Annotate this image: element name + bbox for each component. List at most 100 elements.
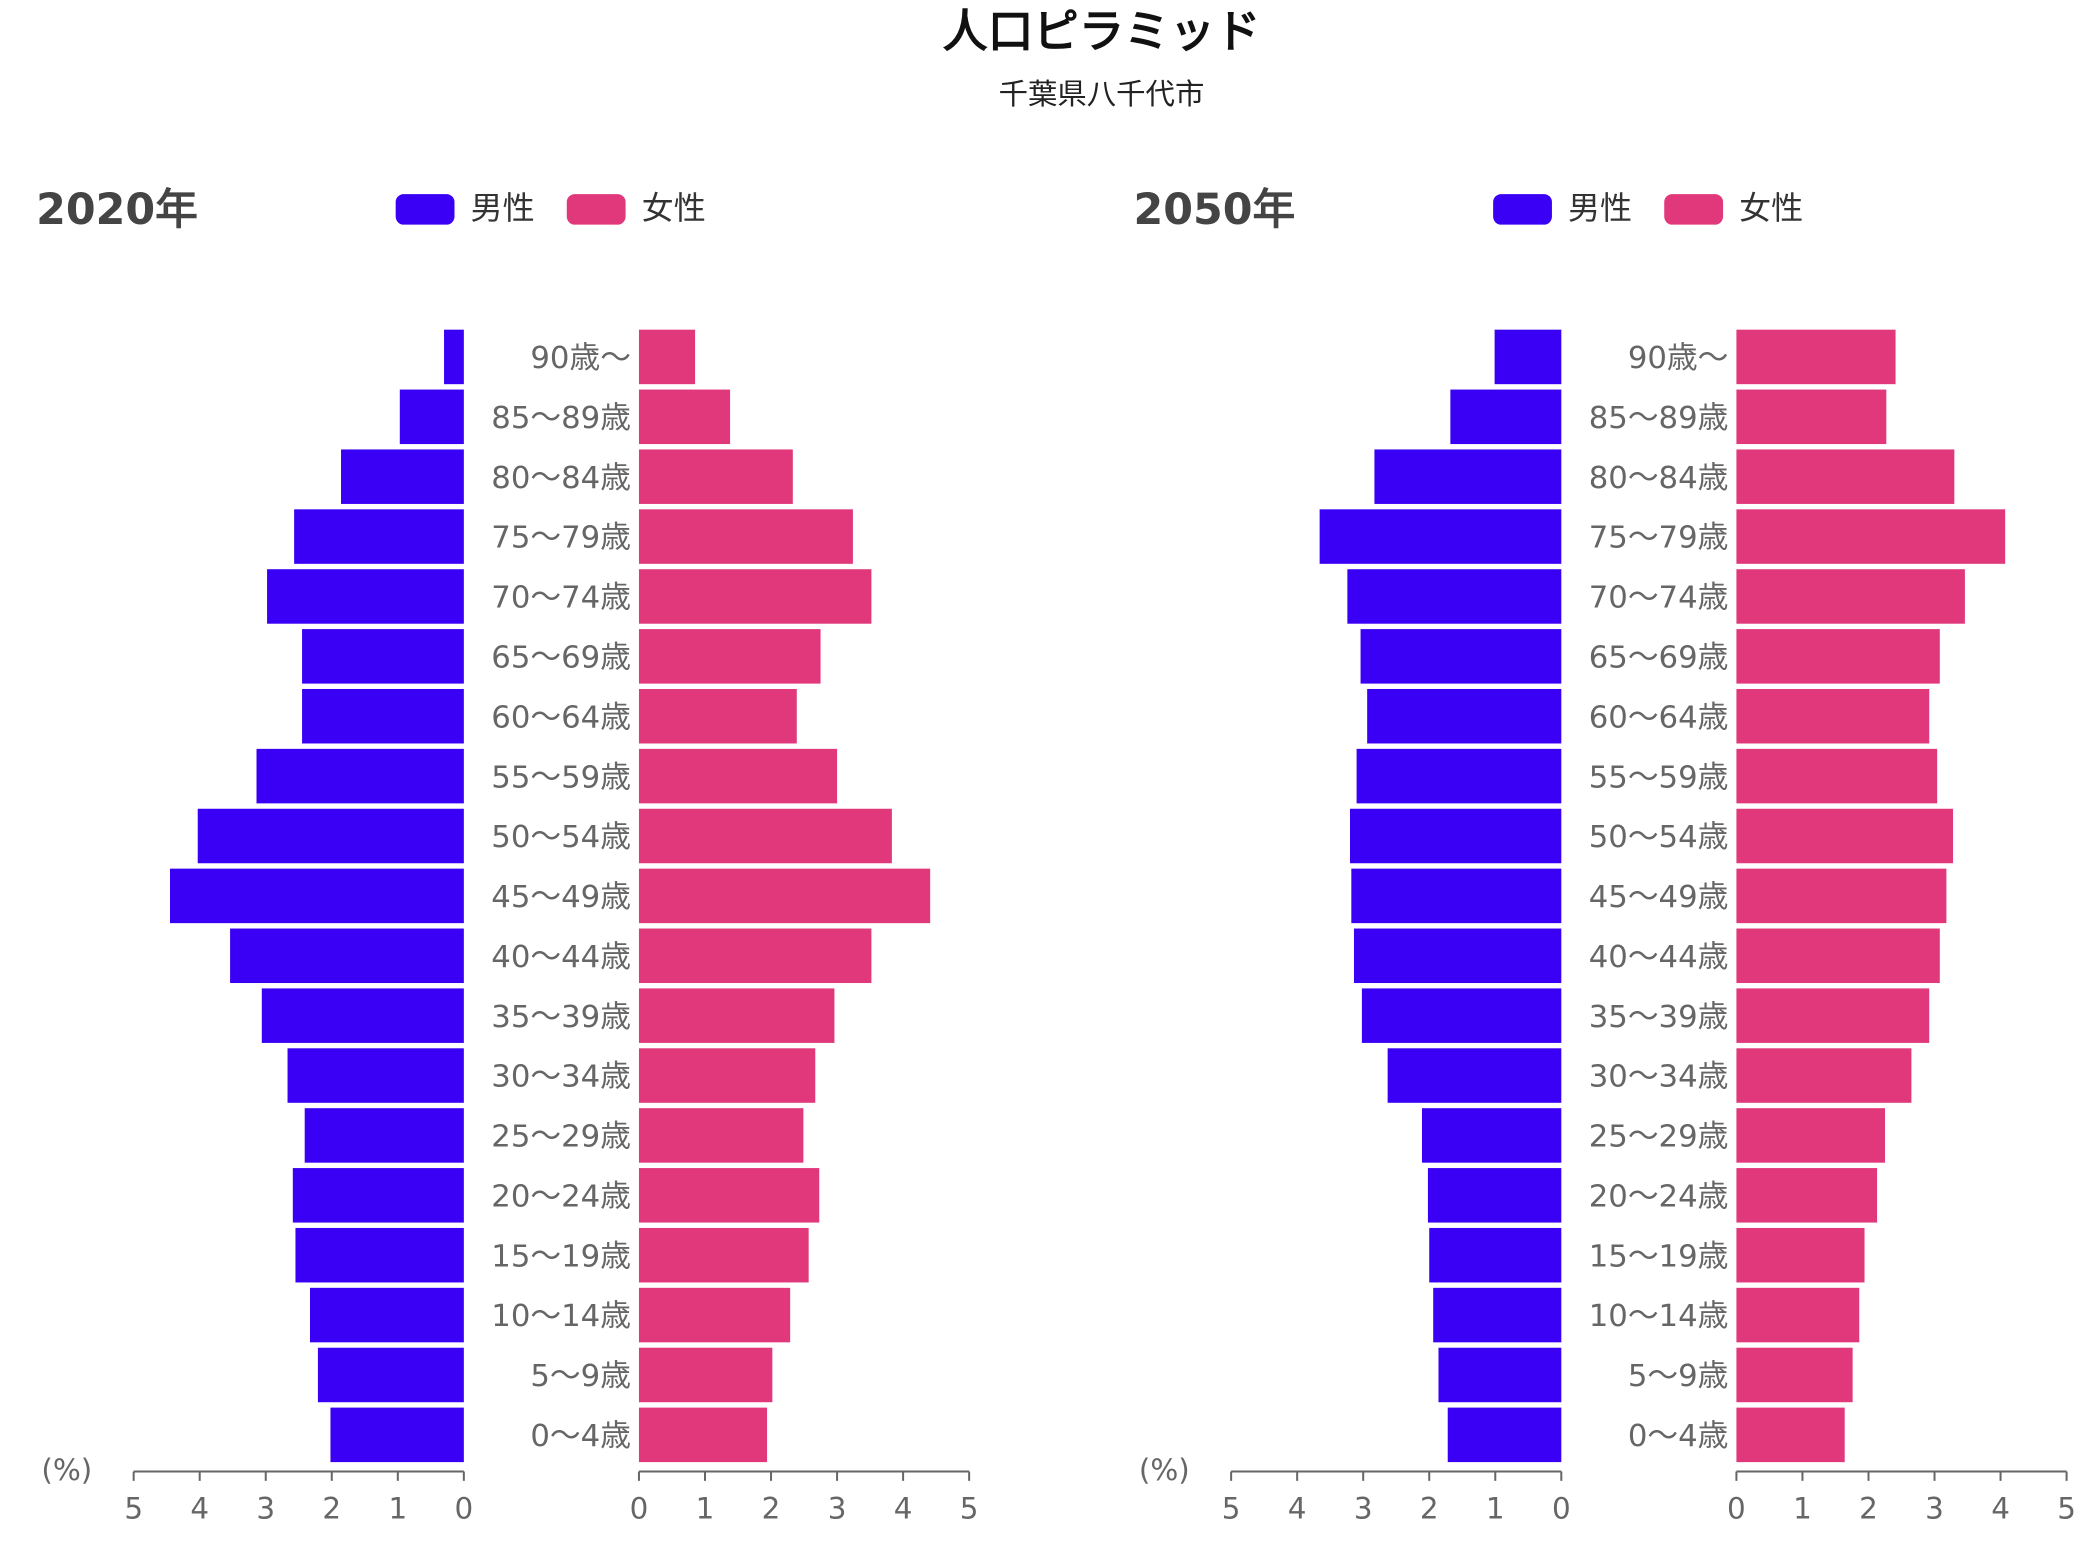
category-label: 15〜19歳: [1589, 1239, 1729, 1274]
category-label: 90歳〜: [530, 341, 631, 376]
legend-label: 女性: [1739, 189, 1803, 227]
chart-title: 2050年: [1134, 185, 1296, 235]
category-label: 35〜39歳: [491, 1000, 631, 1035]
bar: [638, 569, 872, 624]
bar: [638, 1048, 816, 1103]
category-label: 80〜84歳: [1589, 461, 1729, 496]
category-label: 0〜4歳: [530, 1419, 631, 1454]
x-tick-label-male: 1: [388, 1492, 407, 1526]
page-title: 人口ピラミッド: [942, 5, 1260, 58]
legend-swatch: [1493, 194, 1552, 225]
bar: [1361, 988, 1562, 1043]
bar: [638, 1407, 768, 1463]
x-tick-label-female: 4: [894, 1492, 913, 1526]
bar: [1429, 1227, 1562, 1283]
bar: [638, 1287, 791, 1343]
bar: [292, 1168, 464, 1223]
x-tick-label-female: 3: [828, 1492, 847, 1526]
bar: [1349, 808, 1562, 864]
bar: [638, 629, 821, 684]
bar: [309, 1287, 464, 1343]
axis-unit: (%): [41, 1453, 92, 1487]
bar: [197, 808, 464, 864]
x-tick-label-male: 4: [190, 1492, 209, 1526]
bar: [1736, 1287, 1860, 1343]
bar: [1736, 389, 1887, 445]
bar: [638, 449, 793, 504]
bar: [638, 329, 696, 385]
bar: [302, 688, 464, 744]
bar: [1374, 449, 1562, 504]
bar: [1736, 1108, 1885, 1163]
bar: [638, 1168, 820, 1223]
bar: [330, 1407, 464, 1463]
x-tick-label-male: 2: [322, 1492, 341, 1526]
bar: [1319, 509, 1562, 564]
bar: [295, 1227, 464, 1283]
x-tick-label-female: 1: [696, 1492, 715, 1526]
bar: [1736, 808, 1954, 864]
x-tick-label-female: 5: [2057, 1492, 2076, 1526]
bar: [261, 988, 464, 1043]
category-label: 85〜89歳: [491, 401, 631, 436]
bar: [638, 868, 931, 924]
chart-title: 2020年: [36, 185, 198, 235]
axis-unit: (%): [1139, 1453, 1190, 1487]
bar: [1736, 1168, 1878, 1223]
category-label: 35〜39歳: [1589, 1000, 1729, 1035]
category-label: 15〜19歳: [491, 1239, 631, 1274]
bar: [638, 688, 797, 744]
bar: [1736, 988, 1930, 1043]
bar: [1353, 928, 1562, 984]
category-label: 90歳〜: [1628, 341, 1729, 376]
bar: [638, 1347, 773, 1403]
category-label: 40〜44歳: [1589, 940, 1729, 975]
legend-swatch: [566, 194, 626, 225]
bar: [1450, 389, 1562, 445]
bar: [1387, 1048, 1562, 1103]
x-tick-label-female: 1: [1793, 1492, 1812, 1526]
bar: [294, 509, 464, 564]
bar: [1736, 629, 1940, 684]
category-label: 5〜9歳: [1628, 1359, 1729, 1394]
bar: [256, 748, 464, 804]
bar: [638, 389, 731, 445]
bar: [317, 1347, 464, 1403]
bar: [1421, 1108, 1562, 1163]
category-label: 60〜64歳: [1589, 700, 1729, 735]
bar: [399, 389, 464, 445]
bar: [638, 928, 872, 984]
bar: [230, 928, 464, 984]
category-label: 70〜74歳: [491, 581, 631, 616]
category-label: 75〜79歳: [1589, 521, 1729, 556]
category-label: 0〜4歳: [1628, 1419, 1729, 1454]
legend-swatch: [1664, 194, 1724, 225]
bar: [1351, 868, 1562, 924]
x-tick-label-female: 3: [1925, 1492, 1944, 1526]
bar: [1736, 748, 1938, 804]
x-tick-label-male: 3: [256, 1492, 275, 1526]
bar: [302, 629, 464, 684]
bar: [638, 748, 838, 804]
category-label: 40〜44歳: [491, 940, 631, 975]
category-label: 85〜89歳: [1589, 401, 1729, 436]
bar: [638, 1227, 809, 1283]
x-tick-label-male: 5: [1222, 1492, 1241, 1526]
bar: [304, 1108, 464, 1163]
category-label: 60〜64歳: [491, 700, 631, 735]
bar: [1736, 569, 1965, 624]
x-tick-label-female: 0: [1727, 1492, 1746, 1526]
bar: [1360, 629, 1562, 684]
bar: [1736, 688, 1930, 744]
bar: [1736, 868, 1947, 924]
category-label: 65〜69歳: [1589, 641, 1729, 676]
bar: [1736, 1407, 1845, 1463]
bar: [1736, 1048, 1912, 1103]
legend-swatch: [395, 194, 455, 225]
category-label: 65〜69歳: [491, 641, 631, 676]
category-label: 50〜54歳: [1589, 820, 1729, 855]
category-label: 55〜59歳: [1589, 760, 1729, 795]
category-label: 45〜49歳: [491, 880, 631, 915]
category-label: 20〜24歳: [1589, 1180, 1729, 1215]
